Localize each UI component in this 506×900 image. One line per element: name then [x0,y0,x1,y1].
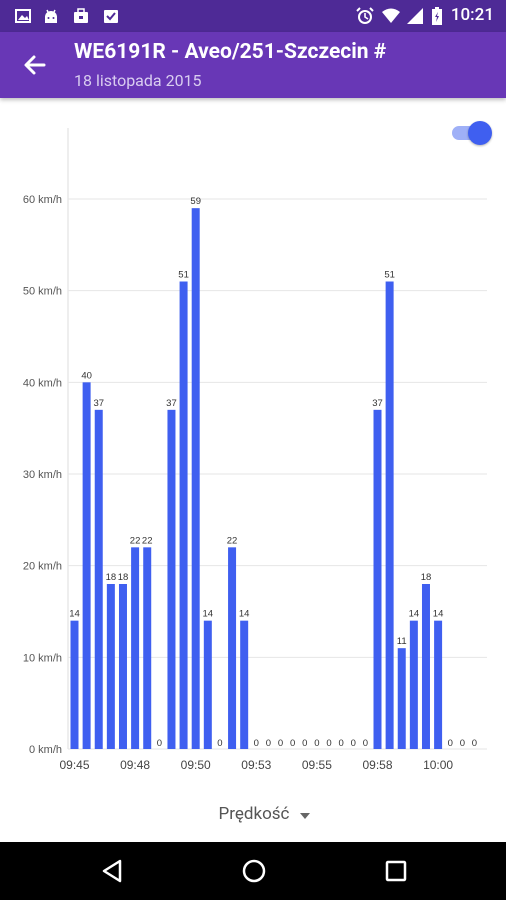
bar [70,620,79,749]
back-arrow-icon[interactable] [20,50,50,80]
bar [373,409,382,749]
y-tick-label: 40 km/h [23,377,62,389]
y-tick-label: 50 km/h [23,286,62,298]
bar-value-label: 22 [227,535,238,546]
bar-value-label: 51 [384,270,395,281]
bar [179,281,188,749]
bar-value-label: 0 [157,738,162,749]
status-bar: 10:21 [0,0,506,32]
bar-value-label: 51 [178,270,189,281]
bar [131,547,140,749]
bar-value-label: 0 [363,738,368,749]
page-subtitle: 18 listopada 2015 [74,71,202,90]
bar-value-label: 14 [409,609,420,620]
x-tick-label: 09:53 [241,758,271,772]
bar [106,584,115,749]
bar [397,648,406,749]
bar-value-label: 0 [448,738,453,749]
bar [143,547,152,749]
bar [240,620,249,749]
y-tick-label: 30 km/h [23,469,62,481]
bar-value-label: 0 [254,738,259,749]
bar-value-label: 0 [338,738,343,749]
speed-bar-chart: 0 km/h 10 km/h 20 km/h 30 km/h 40 km/h 50 km/… [23,128,487,772]
battery-icon [428,7,446,25]
x-tick-label: 09:55 [302,758,332,772]
bar-value-label: 14 [239,609,250,620]
bar [94,409,103,749]
x-tick-label: 09:58 [362,758,392,772]
x-tick-label: 10:00 [423,758,453,772]
bar-value-label: 0 [302,738,307,749]
nav-back-icon[interactable] [98,856,128,886]
navigation-bar [0,842,506,900]
bar [385,281,394,749]
bar-value-label: 14 [203,609,214,620]
bar-value-label: 0 [290,738,295,749]
bar-value-label: 14 [69,609,80,620]
bar [82,382,91,749]
y-tick-label: 60 km/h [23,194,62,206]
dropdown-arrow-icon [299,805,311,824]
x-tick-label: 09:50 [181,758,211,772]
bar-value-label: 0 [278,738,283,749]
alarm-icon [356,7,374,25]
y-tick-label: 10 km/h [23,652,62,664]
nav-home-icon[interactable] [239,856,269,886]
bar-value-label: 18 [421,572,432,583]
bar [203,620,212,749]
bar [409,620,418,749]
bar-value-label: 18 [106,572,117,583]
x-tick-label: 09:48 [120,758,150,772]
bar-value-label: 14 [433,609,444,620]
y-tick-label: 20 km/h [23,561,62,573]
bar-value-label: 0 [314,738,319,749]
bar-value-label: 0 [266,738,271,749]
chart-toggle-switch[interactable] [452,121,494,145]
bar [228,547,237,749]
series-dropdown[interactable]: Prędkość [200,800,330,828]
bar [434,620,443,749]
bar-value-label: 37 [166,398,177,409]
bar [118,584,127,749]
briefcase-icon [72,7,90,25]
signal-icon [406,7,424,25]
bar-value-label: 11 [397,636,407,647]
bar [167,409,176,749]
bar-value-label: 0 [472,738,477,749]
clock: 10:21 [450,5,494,25]
toggle-thumb [468,121,492,145]
page-title: WE6191R - Aveo/251-Szczecin # [74,40,387,64]
nav-recents-icon[interactable] [381,856,411,886]
bar-value-label: 40 [81,370,92,381]
wifi-icon [382,7,400,25]
app-bar: WE6191R - Aveo/251-Szczecin # 18 listopa… [0,32,506,98]
android-icon [42,7,60,25]
x-tick-label: 09:45 [59,758,89,772]
image-icon [14,7,32,25]
bar-value-label: 59 [190,196,201,207]
bar-value-label: 37 [93,398,104,409]
y-tick-label: 0 km/h [29,744,62,756]
bar-value-label: 0 [351,738,356,749]
inbox-icon [102,7,120,25]
bar [191,208,200,750]
bar-value-label: 18 [118,572,129,583]
bar-value-label: 22 [130,535,141,546]
bar-value-label: 22 [142,535,153,546]
bar [421,584,430,749]
bar-value-label: 0 [460,738,465,749]
bar-value-label: 0 [217,738,222,749]
series-dropdown-label: Prędkość [218,804,290,824]
bar-value-label: 0 [326,738,331,749]
bar-value-label: 37 [372,398,383,409]
